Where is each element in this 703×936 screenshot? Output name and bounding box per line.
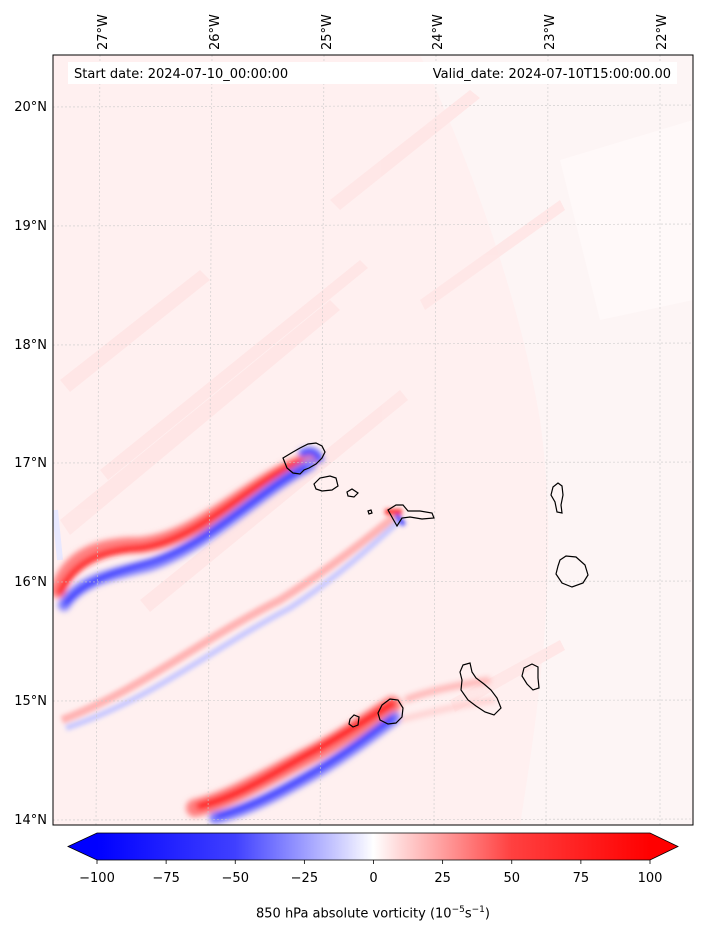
colorbar-tick-label: −100 (79, 871, 115, 886)
lat-label-15n: 15°N (14, 694, 47, 709)
valid-date-label: Valid_date: 2024-07-10T15:00:00.00 (433, 67, 671, 82)
colorbar-ticks: −100 −75 −50 −25 0 25 50 75 100 (79, 860, 662, 886)
colorbar-label: 850 hPa absolute vorticity (10−5s−1) (256, 905, 490, 922)
lon-label-22w: 22°W (655, 14, 670, 50)
santo-antao-coastline (282, 442, 326, 475)
colorbar-tick-label: 50 (503, 871, 520, 886)
sao-nicolau-coastline (387, 504, 435, 528)
lat-label-19n: 19°N (14, 219, 47, 234)
header-box (68, 62, 677, 84)
sao-vicente-coastline (313, 475, 339, 492)
maio-coastline (521, 663, 540, 691)
northern-vortex-couplet (53, 447, 324, 611)
santa-luzia-coastline (346, 488, 359, 498)
fogo-coastline (377, 698, 404, 725)
colorbar-tick-label: 75 (573, 871, 590, 886)
lat-label-20n: 20°N (14, 100, 47, 115)
colorbar-max-extension (650, 833, 678, 860)
colorbar-gradient (97, 833, 650, 860)
lat-label-16n: 16°N (14, 575, 47, 590)
latitude-labels: 20°N 19°N 18°N 17°N 16°N 15°N 14°N (14, 100, 47, 828)
lat-label-17n: 17°N (14, 456, 47, 471)
colorbar-tick-label: −25 (291, 871, 318, 886)
colorbar-tick-label: −50 (222, 871, 249, 886)
colorbar-tick-label: −75 (152, 871, 179, 886)
lon-label-24w: 24°W (431, 14, 446, 50)
colorbar-min-extension (68, 833, 97, 860)
lon-label-23w: 23°W (543, 14, 558, 50)
cape-verde-islands (282, 442, 589, 728)
colorbar-tick-label: 25 (434, 871, 451, 886)
lat-label-14n: 14°N (14, 813, 47, 828)
raso-branco-coastline (367, 509, 373, 515)
boa-vista-coastline (555, 555, 589, 588)
brava-coastline (348, 714, 360, 728)
lon-label-27w: 27°W (96, 14, 111, 50)
start-date-label: Start date: 2024-07-10_00:00:00 (74, 67, 288, 82)
colorbar-tick-label: 100 (638, 871, 663, 886)
santiago-coastline (459, 662, 502, 716)
map-gridlines (53, 55, 693, 825)
lat-label-18n: 18°N (14, 338, 47, 353)
colorbar-tick-label: 0 (369, 871, 377, 886)
lon-label-25w: 25°W (320, 14, 335, 50)
lon-label-26w: 26°W (208, 14, 223, 50)
sal-coastline (550, 482, 564, 514)
vorticity-field (53, 55, 693, 825)
middle-vorticity-streak (60, 508, 406, 731)
map-frame (52, 54, 694, 826)
colorbar: −100 −75 −50 −25 0 25 50 75 100 (67, 832, 679, 886)
southern-vortex-couplet (186, 677, 496, 824)
longitude-labels: 27°W 26°W 25°W 24°W 23°W 22°W (96, 14, 670, 50)
